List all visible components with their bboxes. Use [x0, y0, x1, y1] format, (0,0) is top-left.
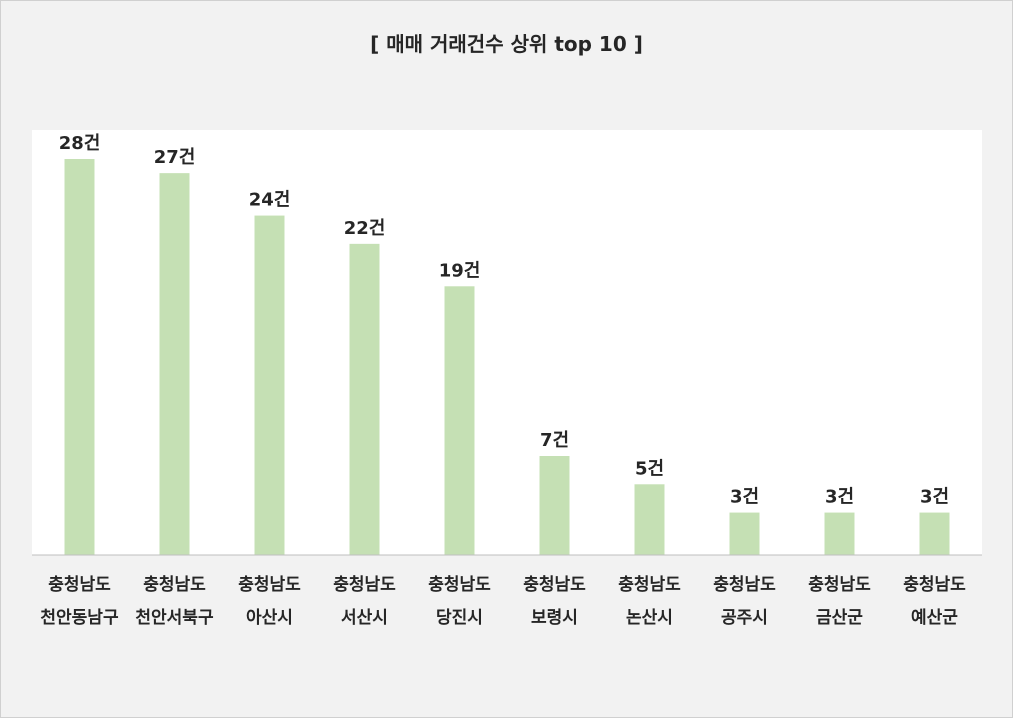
bar-7 — [634, 484, 665, 555]
data-label-3: 24건 — [249, 190, 291, 211]
bar-9 — [824, 512, 855, 555]
data-label-5: 19건 — [439, 260, 481, 281]
chart-title: [ 매매 거래건수 상위 top 10 ] — [370, 32, 643, 56]
category-label-1-line-2: 천안동남구 — [40, 608, 119, 628]
data-label-1: 28건 — [59, 133, 101, 154]
bar-4 — [349, 243, 380, 555]
category-label-10-line-1: 충청남도 — [903, 574, 966, 595]
category-label-4-line-1: 충청남도 — [333, 574, 396, 595]
category-label-6-line-1: 충청남도 — [523, 574, 586, 595]
category-label-7-line-2: 논산시 — [626, 608, 673, 628]
category-label-5-line-1: 충청남도 — [428, 574, 491, 595]
data-label-9: 3건 — [825, 487, 854, 508]
category-label-2-line-1: 충청남도 — [143, 574, 206, 595]
bar-6 — [539, 456, 570, 555]
category-label-10-line-2: 예산군 — [911, 608, 958, 628]
data-label-8: 3건 — [730, 487, 759, 508]
category-label-3-line-1: 충청남도 — [238, 574, 301, 595]
category-label-4-line-2: 서산시 — [341, 608, 388, 628]
bar-1 — [64, 159, 95, 555]
data-label-6: 7건 — [540, 430, 569, 451]
category-label-7-line-1: 충청남도 — [618, 574, 681, 595]
category-label-9-line-1: 충청남도 — [808, 574, 871, 595]
category-label-8-line-2: 공주시 — [721, 608, 768, 628]
category-label-6-line-2: 보령시 — [531, 607, 578, 628]
category-label-9-line-2: 금산군 — [816, 608, 863, 628]
plot-area — [32, 130, 982, 555]
bar-8 — [729, 512, 760, 555]
data-label-7: 5건 — [635, 458, 664, 479]
category-label-3-line-2: 아산시 — [246, 608, 293, 628]
bar-3 — [254, 215, 285, 556]
data-label-10: 3건 — [920, 487, 949, 508]
bar-10 — [919, 512, 950, 555]
bar-2 — [159, 173, 190, 555]
category-label-8-line-1: 충청남도 — [713, 574, 776, 595]
data-label-4: 22건 — [344, 218, 386, 239]
category-label-5-line-2: 당진시 — [436, 608, 483, 628]
category-label-1-line-1: 충청남도 — [48, 574, 111, 595]
data-label-2: 27건 — [154, 147, 196, 168]
bar-5 — [444, 286, 475, 555]
category-label-2-line-2: 천안서북구 — [135, 608, 214, 628]
